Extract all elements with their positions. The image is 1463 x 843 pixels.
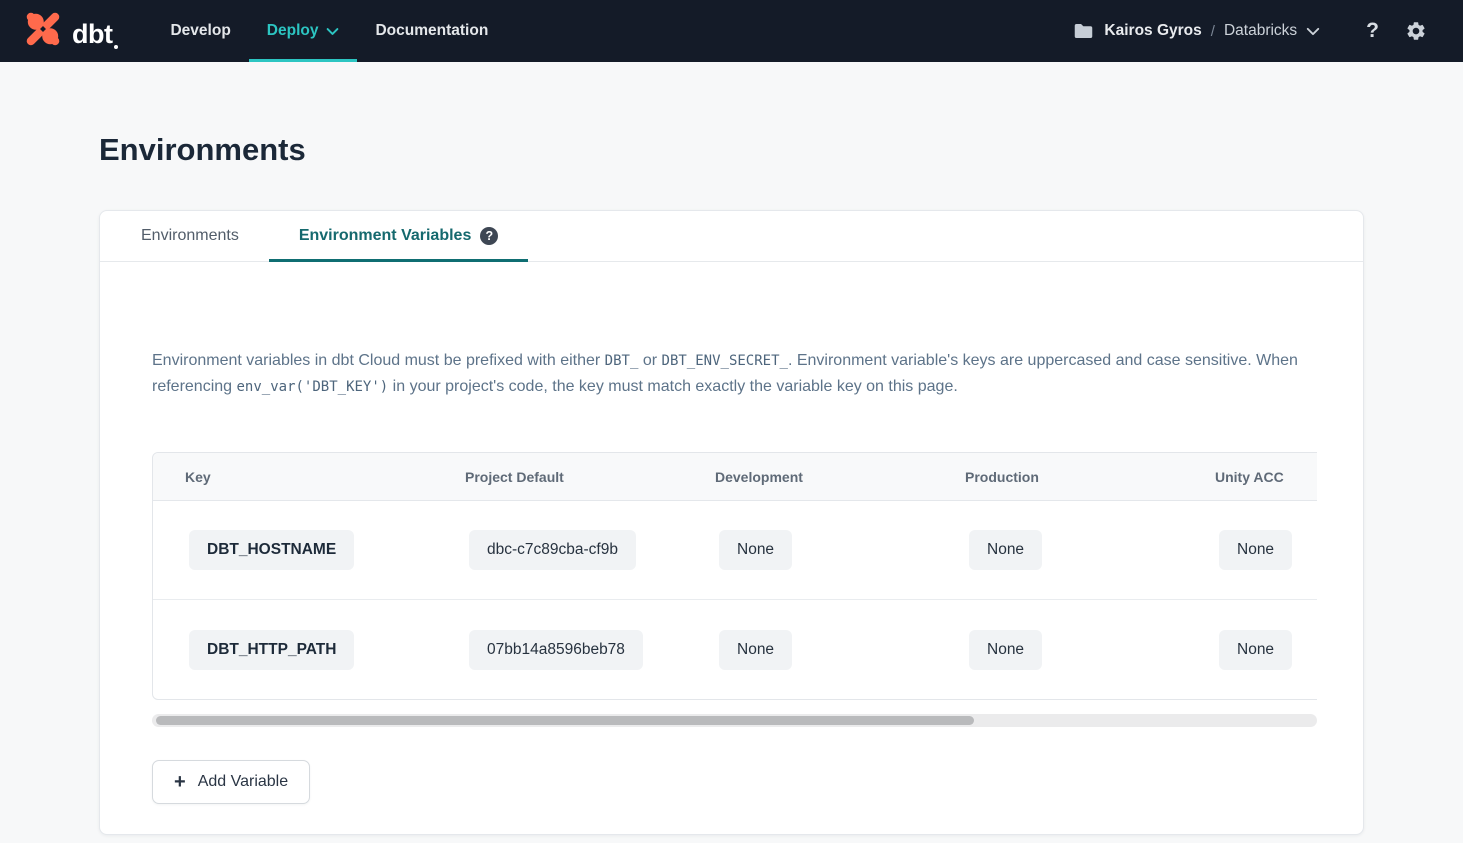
column-header-project-default: Project Default	[465, 468, 564, 485]
cell-development: None	[683, 530, 933, 570]
description-text: Environment variables in dbt Cloud must …	[152, 352, 605, 369]
env-var-description: Environment variables in dbt Cloud must …	[152, 348, 1315, 400]
code-snippet: DBT_	[604, 353, 639, 369]
key-chip[interactable]: DBT_HOSTNAME	[189, 530, 355, 570]
gear-icon[interactable]	[1405, 20, 1427, 42]
key-chip[interactable]: DBT_HTTP_PATH	[189, 629, 355, 670]
project-name: Kairos Gyros	[1104, 22, 1202, 39]
cell-key: DBT_HTTP_PATH	[153, 629, 433, 670]
project-picker[interactable]: Kairos Gyros / Databricks	[1073, 22, 1320, 40]
top-navbar: dbt Develop Deploy Documentation Kairos Gy…	[0, 0, 1463, 62]
horizontal-scrollbar	[152, 714, 1317, 727]
cell-production: None	[933, 629, 1183, 670]
nav-item-label: Documentation	[375, 22, 489, 39]
cell-key: DBT_HOSTNAME	[153, 530, 433, 570]
dbt-logo-icon	[22, 10, 64, 53]
cell-production: None	[933, 530, 1183, 570]
dbt-logo[interactable]: dbt	[22, 10, 119, 53]
tab-environment-variables[interactable]: Environment Variables ?	[268, 211, 529, 262]
chevron-down-icon	[1306, 27, 1320, 36]
page-title: Environments	[99, 132, 306, 167]
code-snippet: env_var('DBT_KEY')	[236, 379, 389, 395]
folder-icon	[1073, 22, 1094, 40]
chevron-down-icon	[326, 27, 339, 36]
value-chip[interactable]: 07bb14a8596beb78	[469, 629, 643, 670]
help-icon[interactable]: ?	[1366, 19, 1379, 42]
cell-development: None	[683, 629, 933, 670]
page-content: Environments Environments Environment Va…	[0, 131, 1463, 835]
env-var-table-wrapper: Key Project Default Development Production U…	[152, 452, 1317, 700]
value-chip[interactable]: dbc-c7c89cba-cf9b	[469, 530, 636, 570]
environments-card: Environments Environment Variables ? Env…	[99, 210, 1364, 835]
nav-item-label: Develop	[170, 22, 231, 39]
table-row: DBT_HTTP_PATH 07bb14a8596beb78 None None Non…	[153, 600, 1317, 699]
project-separator: /	[1210, 22, 1215, 40]
column-header-key: Key	[185, 468, 211, 485]
wordmark-dot	[114, 44, 119, 49]
column-header-development: Development	[715, 468, 803, 485]
value-chip[interactable]: None	[719, 530, 793, 570]
horizontal-scrollbar-thumb[interactable]	[156, 716, 974, 725]
tab-environments[interactable]: Environments	[111, 211, 269, 261]
description-text: . Environment variable's keys are upperc…	[152, 352, 1298, 395]
project-environment: Databricks	[1223, 22, 1298, 39]
tab-help-icon[interactable]: ?	[480, 227, 499, 245]
plus-icon: +	[174, 771, 186, 793]
env-var-table: Key Project Default Development Production U…	[152, 452, 1317, 700]
nav-item-label: Deploy	[266, 22, 319, 39]
add-variable-label: Add Variable	[197, 773, 289, 790]
value-chip[interactable]: None	[969, 530, 1043, 570]
cell-project-default: 07bb14a8596beb78	[433, 629, 683, 670]
tab-panel-environment-variables: Environment variables in dbt Cloud must …	[100, 262, 1363, 834]
cell-unity-acc: None	[1183, 629, 1317, 670]
dbt-wordmark: dbt	[72, 18, 113, 49]
navbar-right: Kairos Gyros / Databricks ?	[1073, 19, 1427, 43]
nav-item-develop[interactable]: Develop	[152, 0, 248, 62]
add-variable-button[interactable]: + Add Variable	[152, 760, 311, 804]
value-chip[interactable]: None	[719, 629, 793, 670]
tab-environments-label: Environments	[141, 227, 239, 244]
column-header-unity-acc: Unity ACC	[1215, 468, 1284, 485]
primary-nav: Develop Deploy Documentation	[152, 0, 506, 62]
code-snippet: DBT_ENV_SECRET_	[661, 353, 788, 369]
tab-bar: Environments Environment Variables ?	[100, 211, 1363, 262]
column-header-production: Production	[965, 468, 1039, 485]
value-chip[interactable]: None	[969, 629, 1043, 670]
description-text: in your project's code, the key must mat…	[388, 378, 958, 395]
cell-project-default: dbc-c7c89cba-cf9b	[433, 530, 683, 570]
nav-item-deploy[interactable]: Deploy	[248, 0, 358, 62]
table-header-row: Key Project Default Development Production U…	[153, 453, 1317, 501]
value-chip[interactable]: None	[1219, 530, 1293, 570]
value-chip[interactable]: None	[1219, 629, 1293, 670]
table-row: DBT_HOSTNAME dbc-c7c89cba-cf9b None None Non…	[153, 501, 1317, 600]
nav-item-documentation[interactable]: Documentation	[357, 0, 506, 62]
description-text: or	[638, 352, 662, 369]
tab-environment-variables-label: Environment Variables	[298, 227, 472, 244]
cell-unity-acc: None	[1183, 530, 1317, 570]
